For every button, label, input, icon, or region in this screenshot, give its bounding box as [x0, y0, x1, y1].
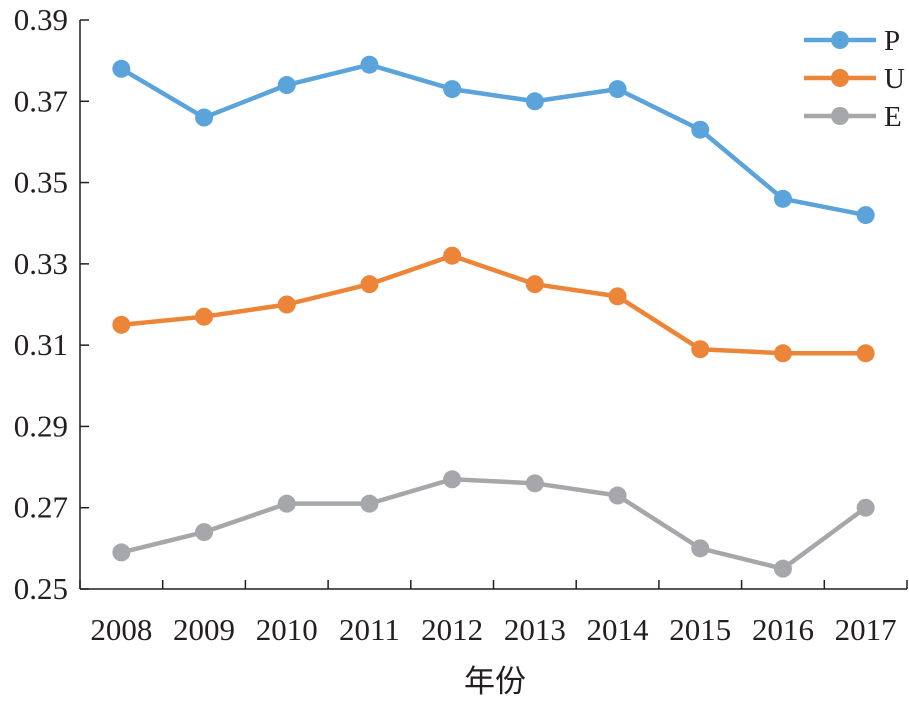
- data-point-U: [112, 315, 131, 334]
- data-point-P: [773, 189, 792, 208]
- data-point-P: [360, 55, 379, 74]
- data-point-P: [112, 59, 131, 78]
- legend: PUE: [804, 25, 905, 133]
- data-point-U: [773, 344, 792, 363]
- series-line-E: [119, 477, 868, 571]
- legend-item-U: U: [804, 63, 905, 95]
- legend-swatch-marker: [831, 31, 849, 49]
- data-point-U: [360, 275, 379, 294]
- y-tick-label: 0.25: [14, 571, 68, 606]
- data-point-U: [691, 340, 710, 359]
- data-point-P: [443, 80, 462, 99]
- x-tick-label: 2011: [339, 612, 400, 647]
- x-tick-label: 2017: [835, 612, 897, 647]
- data-point-E: [443, 470, 462, 489]
- data-point-U: [525, 275, 544, 294]
- y-axis: 0.25 0.27 0.29 0.31 0.33 0.35 0.37 0.39: [14, 2, 89, 606]
- y-tick-label: 0.33: [14, 246, 68, 281]
- x-axis-title: 年份: [464, 664, 526, 700]
- data-point-P: [525, 92, 544, 111]
- data-point-E: [525, 474, 544, 493]
- data-point-E: [112, 543, 131, 562]
- data-point-U: [856, 344, 875, 363]
- x-tick-label: 2014: [587, 612, 650, 647]
- series-layer: [112, 55, 875, 578]
- data-point-P: [856, 206, 875, 225]
- x-tick-label: 2016: [752, 612, 814, 647]
- x-tick-label: 2015: [669, 612, 731, 647]
- data-point-P: [608, 80, 627, 99]
- x-tick-label: 2009: [173, 612, 235, 647]
- y-tick-label: 0.37: [14, 83, 68, 118]
- data-point-E: [277, 494, 296, 513]
- data-point-U: [277, 295, 296, 314]
- data-point-P: [691, 120, 710, 139]
- series-U: [112, 246, 875, 363]
- legend-item-E: E: [804, 101, 902, 133]
- x-tick-label: 2008: [90, 612, 152, 647]
- series-line-U: [119, 253, 868, 356]
- x-tick-label: 2012: [421, 612, 483, 647]
- y-tick-label: 0.29: [14, 408, 68, 443]
- data-point-E: [360, 494, 379, 513]
- data-point-E: [195, 523, 214, 542]
- legend-label: E: [884, 101, 902, 133]
- data-point-U: [443, 246, 462, 265]
- series-E: [112, 470, 875, 578]
- data-point-E: [856, 498, 875, 517]
- y-tick-label: 0.35: [14, 165, 68, 200]
- series-P: [112, 55, 875, 225]
- x-tick-label: 2013: [504, 612, 566, 647]
- y-tick-label: 0.39: [14, 2, 68, 37]
- legend-label: P: [884, 25, 900, 57]
- data-point-E: [773, 559, 792, 578]
- legend-swatch-marker: [831, 107, 849, 125]
- legend-item-P: P: [804, 25, 900, 57]
- x-tick-label: 2010: [256, 612, 318, 647]
- data-point-E: [691, 539, 710, 558]
- data-point-U: [608, 287, 627, 306]
- legend-swatch-marker: [831, 69, 849, 87]
- data-point-P: [195, 108, 214, 127]
- y-tick-label: 0.27: [14, 490, 68, 525]
- legend-label: U: [884, 63, 905, 95]
- data-point-E: [608, 486, 627, 505]
- data-point-U: [195, 307, 214, 326]
- y-tick-label: 0.31: [14, 327, 68, 362]
- x-axis: 2008 2009 2010 2011 2012 2013 2014 2015 2016 2017: [79, 580, 908, 647]
- series-line-P: [119, 62, 868, 218]
- data-point-P: [277, 76, 296, 95]
